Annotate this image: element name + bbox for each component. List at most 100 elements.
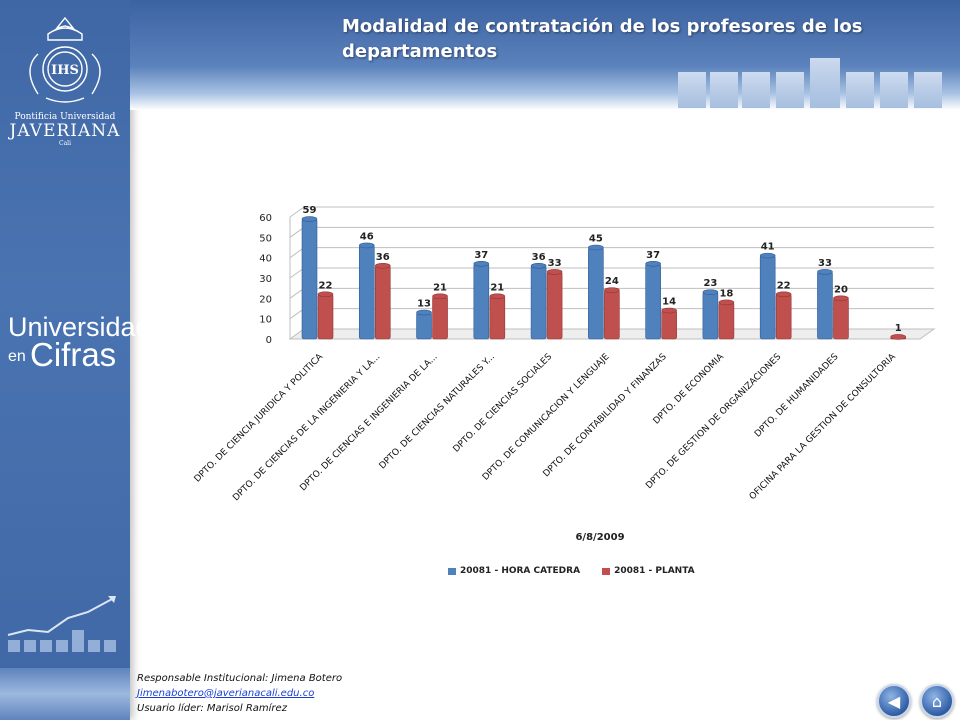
data-label-planta: 14 (662, 297, 676, 308)
bar-hora-catedra (817, 271, 833, 340)
home-button[interactable]: ⌂ (920, 684, 954, 718)
data-label-planta: 33 (548, 258, 562, 269)
data-label-planta: 20 (834, 284, 848, 295)
bar-top-hora-catedra (358, 242, 375, 249)
footer-responsable: Responsable Institucional: Jimena Botero (137, 673, 343, 684)
data-label-hora-catedra: 23 (703, 278, 717, 289)
y-tick-label: 60 (259, 213, 272, 224)
footer-email-link[interactable]: Jimenabotero@javerianacali.edu.co (137, 688, 315, 699)
y-tick-label: 40 (259, 254, 272, 265)
bar-planta (833, 298, 849, 340)
brand-en: en (8, 348, 26, 365)
bar-hora-catedra (759, 255, 776, 340)
bar-hora-catedra (358, 245, 375, 340)
legend-item-hora-catedra: 20081 - HORA CATEDRA (448, 566, 580, 576)
legend-label-planta: 20081 - PLANTA (614, 566, 695, 576)
chart-gridline-side (289, 287, 305, 299)
data-label-hora-catedra: 41 (761, 242, 775, 253)
data-label-hora-catedra: 13 (417, 299, 431, 310)
chart-gridline-side (289, 267, 305, 279)
x-category-label: DPTO. DE CIENCIAS NATURALES Y... (378, 352, 497, 471)
chart-gridline-side (289, 308, 305, 320)
x-category-label: DPTO. DE COMUNICACION Y LENGUAJE (481, 352, 612, 483)
page-title: Modalidad de contratación de los profeso… (342, 16, 863, 62)
sidebar: IHS Pontificia Universidad JAVERIANA Cal… (0, 0, 151, 720)
bar-top-planta (374, 262, 391, 269)
bar-top-hora-catedra (473, 260, 490, 267)
bar-planta (546, 271, 563, 340)
bar-top-hora-catedra (301, 216, 318, 222)
bar-planta (661, 310, 677, 340)
data-label-hora-catedra: 45 (589, 234, 603, 245)
data-label-planta: 21 (490, 282, 504, 293)
x-category-label: DPTO. DE GESTION DE ORGANIZACIONES (644, 352, 783, 491)
legend-item-planta: 20081 - PLANTA (602, 566, 695, 576)
logo-line-3: Cali (58, 140, 71, 147)
y-tick-label: 10 (259, 315, 272, 326)
legend-label-hora-catedra: 20081 - HORA CATEDRA (460, 566, 581, 576)
university-crest-icon: IHS (29, 16, 101, 103)
data-label-planta: 36 (376, 252, 390, 263)
header-band (130, 0, 960, 110)
bar-top-hora-catedra (702, 289, 719, 296)
x-category-label: DPTO. DE CIENCIA JURIDICA Y POLITICA (193, 351, 326, 484)
data-label-planta: 22 (319, 280, 333, 291)
bar-top-planta (604, 287, 620, 294)
bar-hora-catedra (645, 263, 661, 340)
data-label-planta: 24 (605, 276, 619, 287)
bar-top-hora-catedra (645, 260, 661, 267)
data-label-planta: 1 (895, 323, 902, 334)
data-label-planta: 21 (433, 282, 447, 293)
chart-gridline-side (289, 226, 305, 238)
bar-planta (775, 293, 792, 340)
bar-top-planta (489, 293, 506, 300)
bar-hora-catedra (588, 247, 604, 340)
bar-planta (489, 295, 506, 340)
bar-hora-catedra (416, 312, 432, 340)
bar-top-planta (775, 291, 792, 298)
sidebar-footer-band (0, 668, 130, 720)
bar-hora-catedra (473, 263, 490, 340)
bar-planta (604, 289, 620, 340)
data-label-hora-catedra: 46 (360, 231, 374, 242)
bar-planta (718, 302, 735, 340)
data-label-hora-catedra: 59 (303, 205, 317, 216)
bar-top-planta (432, 293, 448, 300)
bar-top-planta (833, 295, 849, 302)
data-label-hora-catedra: 37 (646, 250, 660, 261)
growth-graph-icon (7, 596, 116, 652)
bar-hora-catedra (301, 218, 318, 340)
svg-text:IHS: IHS (51, 63, 79, 78)
bar-planta (317, 293, 334, 340)
home-icon: ⌂ (931, 691, 943, 711)
chart-x-axis-title: 6/8/2009 (575, 532, 625, 543)
bar-top-planta (317, 291, 334, 298)
data-label-hora-catedra: 36 (532, 252, 546, 263)
chart-gridline-side (289, 247, 305, 259)
footer-usuario: Usuario líder: Marisol Ramírez (137, 703, 287, 714)
bar-top-hora-catedra (530, 262, 547, 269)
data-label-planta: 22 (777, 280, 791, 291)
bar-hora-catedra (702, 291, 719, 340)
bar-planta (432, 295, 448, 340)
bar-top-hora-catedra (416, 309, 432, 316)
brand-universidad: Universidad (8, 312, 151, 342)
chart-gridline-side (289, 206, 305, 218)
data-label-hora-catedra: 33 (818, 258, 832, 269)
data-label-hora-catedra: 37 (474, 250, 488, 261)
bar-top-planta (661, 307, 677, 314)
y-tick-label: 30 (259, 274, 272, 285)
data-label-planta: 18 (719, 288, 733, 299)
bar-top-hora-catedra (759, 252, 776, 259)
y-tick-label: 0 (266, 335, 272, 346)
logo-line-1: Pontificia Universidad (14, 112, 116, 122)
legend-swatch-hora-catedra (448, 567, 456, 575)
brand-cifras: Cifras (30, 336, 117, 373)
bar-hora-catedra (530, 265, 547, 340)
y-tick-label: 50 (259, 233, 272, 244)
x-category-label: DPTO. DE CONTABILIDAD Y FINANZAS (542, 352, 669, 479)
y-tick-label: 20 (259, 294, 272, 305)
back-button[interactable]: ◀ (877, 684, 911, 718)
back-arrow-icon: ◀ (887, 691, 901, 711)
